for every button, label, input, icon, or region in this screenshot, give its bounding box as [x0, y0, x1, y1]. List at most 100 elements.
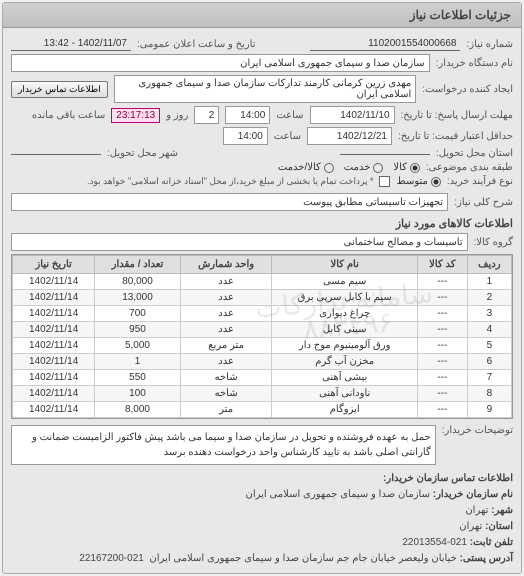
table-header: تعداد / مقدار: [95, 256, 181, 274]
table-header: نام کالا: [272, 256, 418, 274]
table-row: 5---ورق آلومینیوم موج دارمتر مربع5,00014…: [13, 338, 512, 354]
table-cell: 100: [95, 386, 181, 402]
row-requester: ایجاد کننده درخواست: مهدی زرین کرمانی کا…: [11, 75, 513, 103]
classify-radio-group: کالا خدمت کالا/خدمت: [278, 162, 420, 173]
delivery-province-label: استان محل تحویل:: [436, 148, 513, 159]
buyer-org-label: نام دستگاه خریدار:: [436, 58, 513, 69]
table-cell: 80,000: [95, 274, 181, 290]
delivery-city-label: شهر محل تحویل:: [107, 148, 178, 159]
table-cell: 3: [467, 306, 511, 322]
contact-phone-label: تلفن ثابت:: [470, 537, 513, 548]
table-cell: 1402/11/14: [13, 338, 95, 354]
table-cell: ---: [417, 290, 467, 306]
table-cell: 1402/11/14: [13, 386, 95, 402]
table-cell: 9: [467, 402, 511, 418]
table-row: 4---سینی کابلعدد9501402/11/14: [13, 322, 512, 338]
goods-section-title: اطلاعات کالاهای مورد نیاز: [11, 217, 513, 230]
table-cell: عدد: [180, 290, 272, 306]
row-purchase-type: نوع فرآیند خرید: متوسط * پرداخت تمام یا …: [11, 176, 513, 187]
table-cell: ---: [417, 274, 467, 290]
contact-postal-phone: 021-22167200: [79, 553, 144, 564]
goods-group-label: گروه کالا:: [474, 237, 513, 248]
row-need-desc: شرح کلی نیاز: تجهیزات تاسیساتی مطابق پیو…: [11, 193, 513, 211]
table-cell: 8: [467, 386, 511, 402]
table-cell: ---: [417, 338, 467, 354]
req-no-label: شماره نیاز:: [466, 39, 513, 50]
table-header: تاریخ نیاز: [13, 256, 95, 274]
time-remaining-label: ساعت باقی مانده: [32, 110, 105, 121]
contact-city: تهران: [465, 505, 488, 516]
table-cell: ایزوگام: [272, 402, 418, 418]
table-cell: 8,000: [95, 402, 181, 418]
table-cell: متر مربع: [180, 338, 272, 354]
buyer-contact-button[interactable]: اطلاعات تماس خریدار: [11, 81, 108, 98]
contact-postal-row: آدرس پستی: خیابان ولیعصر خیابان جام جم س…: [11, 551, 513, 567]
contact-province-label: استان:: [485, 521, 513, 532]
delivery-city-value: [11, 152, 101, 155]
notes-label: توضیحات خریدار:: [442, 425, 513, 436]
table-cell: ناودانی آهنی: [272, 386, 418, 402]
purchase-type-label: نوع فرآیند خرید:: [447, 176, 513, 187]
table-cell: ---: [417, 370, 467, 386]
table-cell: عدد: [180, 306, 272, 322]
table-cell: 13,000: [95, 290, 181, 306]
table-cell: شاخه: [180, 386, 272, 402]
table-cell: سیم مسی: [272, 274, 418, 290]
reply-deadline-date: 1402/11/10: [310, 106, 395, 124]
table-cell: ---: [417, 306, 467, 322]
radio-service[interactable]: خدمت: [344, 162, 384, 173]
need-desc-value: تجهیزات تاسیساتی مطابق پیوست: [11, 193, 448, 211]
table-row: 7---بیشی آهنیشاخه5501402/11/14: [13, 370, 512, 386]
table-cell: 2: [467, 290, 511, 306]
contact-postal-label: آدرس پستی:: [460, 553, 513, 564]
row-classify: طبقه بندی موضوعی: کالا خدمت کالا/خدمت: [11, 162, 513, 173]
delivery-province-value: [340, 152, 430, 155]
table-cell: 1402/11/14: [13, 290, 95, 306]
contact-phone: 021-22013554: [402, 537, 467, 548]
price-validity-date: 1402/12/21: [307, 127, 392, 145]
table-cell: عدد: [180, 354, 272, 370]
contact-block: اطلاعات تماس سازمان خریدار: نام سازمان خ…: [11, 471, 513, 567]
table-row: 9---ایزوگاممتر8,0001402/11/14: [13, 402, 512, 418]
table-cell: مخزن آب گرم: [272, 354, 418, 370]
table-cell: 5: [467, 338, 511, 354]
table-cell: ---: [417, 354, 467, 370]
requester-label: ایجاد کننده درخواست:: [422, 84, 513, 95]
goods-table: ردیفکد کالانام کالاواحد شمارشتعداد / مقد…: [12, 255, 512, 418]
row-reply-deadline: مهلت ارسال پاسخ: تا تاریخ: 1402/11/10 سا…: [11, 106, 513, 124]
table-cell: ورق آلومینیوم موج دار: [272, 338, 418, 354]
req-no-value: 1102001554000668: [310, 37, 460, 51]
time-remaining: 23:17:13: [111, 108, 160, 123]
radio-medium-label: متوسط: [396, 176, 427, 187]
price-validity-time: 14:00: [223, 127, 268, 145]
requester-value: مهدی زرین کرمانی کارمند تدارکات سازمان ص…: [114, 75, 417, 103]
table-cell: عدد: [180, 322, 272, 338]
table-cell: ---: [417, 322, 467, 338]
purchase-hint: * پرداخت تمام یا بخشی از مبلغ خرید،از مح…: [87, 176, 373, 187]
contact-province: تهران: [459, 521, 482, 532]
table-cell: 550: [95, 370, 181, 386]
need-desc-label: شرح کلی نیاز:: [454, 197, 513, 208]
table-cell: 4: [467, 322, 511, 338]
row-buyer-org: نام دستگاه خریدار: سازمان صدا و سیمای جم…: [11, 54, 513, 72]
row-notes: توضیحات خریدار: حمل به عهده فروشنده و تح…: [11, 425, 513, 465]
table-cell: 6: [467, 354, 511, 370]
table-cell: 1: [95, 354, 181, 370]
reply-deadline-time: 14:00: [225, 106, 270, 124]
radio-goods[interactable]: کالا: [393, 162, 420, 173]
radio-both[interactable]: کالا/خدمت: [278, 162, 334, 173]
table-cell: 1402/11/14: [13, 306, 95, 322]
radio-service-label: خدمت: [344, 162, 371, 173]
classify-label: طبقه بندی موضوعی:: [426, 162, 513, 173]
checkbox-treasury[interactable]: [379, 176, 390, 187]
time-label-2: ساعت: [274, 131, 301, 142]
table-cell: 5,000: [95, 338, 181, 354]
radio-medium[interactable]: متوسط: [396, 176, 440, 187]
days-remaining: 2: [194, 106, 219, 124]
notes-text: حمل به عهده فروشنده و تحویل در سازمان صد…: [11, 425, 436, 465]
table-cell: سینی کابل: [272, 322, 418, 338]
table-cell: بیشی آهنی: [272, 370, 418, 386]
row-req-no: شماره نیاز: 1102001554000668 تاریخ و ساع…: [11, 37, 513, 51]
announce-value: 1402/11/07 - 13:42: [11, 37, 131, 51]
table-cell: ---: [417, 386, 467, 402]
